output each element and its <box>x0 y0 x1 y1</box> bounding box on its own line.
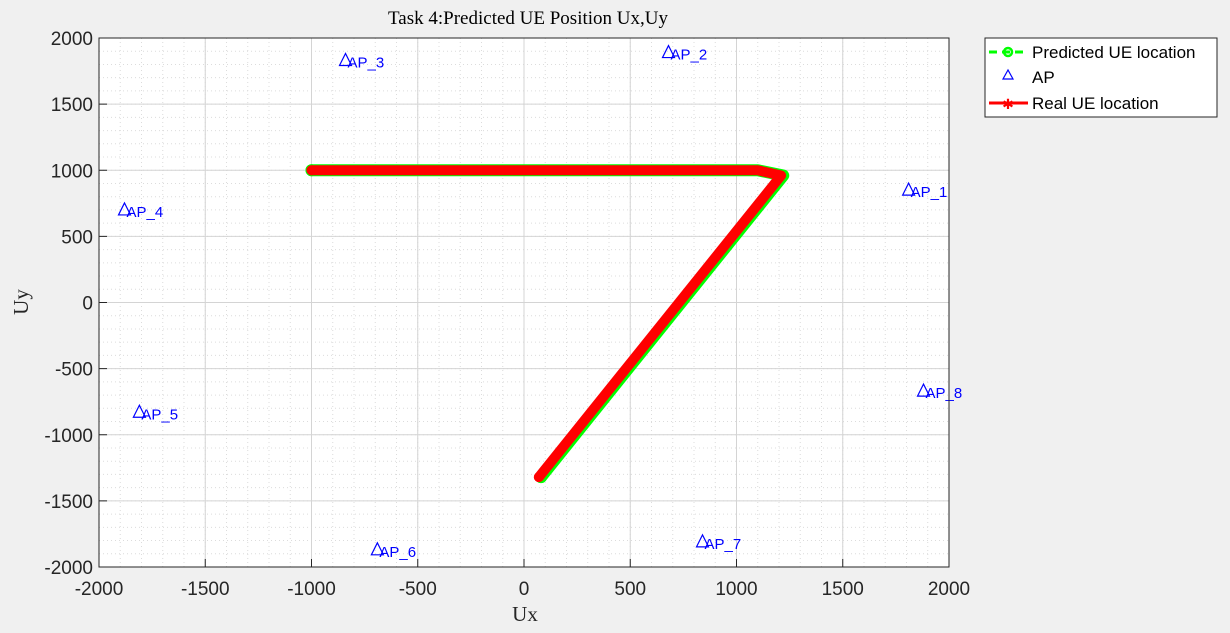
plot-frame <box>98 37 950 568</box>
ap-label: AP_2 <box>671 47 708 64</box>
ap-marker <box>117 201 132 216</box>
ap-label: AP_3 <box>348 54 385 71</box>
y-tick-label: -2000 <box>44 558 93 579</box>
legend-item-predicted: Predicted UE location <box>989 43 1195 62</box>
x-tick-label: -2000 <box>75 579 124 600</box>
y-tick-label: -1500 <box>44 492 93 513</box>
y-tick-label: 1500 <box>51 95 93 116</box>
chart-title: Task 4:Predicted UE Position Ux,Uy <box>388 8 668 29</box>
ap-label: AP_4 <box>127 204 164 221</box>
legend-label-real: Real UE location <box>1032 94 1159 113</box>
legend-label-ap: AP <box>1032 68 1055 87</box>
real-point <box>533 472 544 483</box>
ap-marker <box>338 52 353 67</box>
y-tick-labels: -2000 -1500 -1000 -500 0 500 1000 1500 2000 <box>44 29 93 579</box>
y-tick-label: 500 <box>61 227 93 248</box>
y-axis-label: Uy <box>9 289 33 315</box>
x-tick-label: 0 <box>519 579 530 600</box>
legend-item-real: ✱ Real UE location <box>989 94 1159 113</box>
y-tick-label: 2000 <box>51 29 93 50</box>
ap-marker <box>370 541 385 556</box>
svg-text:✱: ✱ <box>1002 96 1014 112</box>
y-tick-label: 1000 <box>51 161 93 182</box>
ap-label: AP_6 <box>379 544 416 561</box>
y-tick-label: 0 <box>82 294 93 315</box>
ap-layer: AP_1 AP_2 AP_3 AP_4 AP_5 AP_6 AP_7 AP_8 <box>117 44 963 561</box>
ap-marker <box>916 382 931 397</box>
x-tick-label: -500 <box>399 579 437 600</box>
x-axis-label: Ux <box>512 602 538 626</box>
x-tick-label: 1000 <box>715 579 757 600</box>
ap-label: AP_7 <box>705 536 742 553</box>
legend-item-ap: AP <box>1001 68 1055 87</box>
ap-marker <box>901 181 916 196</box>
ap-label: AP_8 <box>926 385 963 402</box>
series-real-path <box>306 165 787 483</box>
ap-marker <box>661 44 676 59</box>
x-tick-label: 2000 <box>928 579 970 600</box>
x-tick-label: -1000 <box>287 579 336 600</box>
ap-label: AP_1 <box>911 184 948 201</box>
series-layer <box>305 164 790 484</box>
ap-marker <box>132 403 147 418</box>
x-tick-label: 500 <box>614 579 646 600</box>
x-tick-label: 1500 <box>822 579 864 600</box>
y-tick-label: -500 <box>55 360 93 381</box>
y-tick-label: -1000 <box>44 426 93 447</box>
ap-marker <box>695 533 710 548</box>
ap-label: AP_5 <box>141 406 178 423</box>
legend-label-predicted: Predicted UE location <box>1032 43 1195 62</box>
legend: Predicted UE location AP ✱ Real UE locat… <box>984 37 1218 118</box>
x-tick-label: -1500 <box>181 579 230 600</box>
x-tick-labels: -2000 -1500 -1000 -500 0 500 1000 1500 2000 <box>75 579 970 600</box>
real-point <box>306 165 317 176</box>
